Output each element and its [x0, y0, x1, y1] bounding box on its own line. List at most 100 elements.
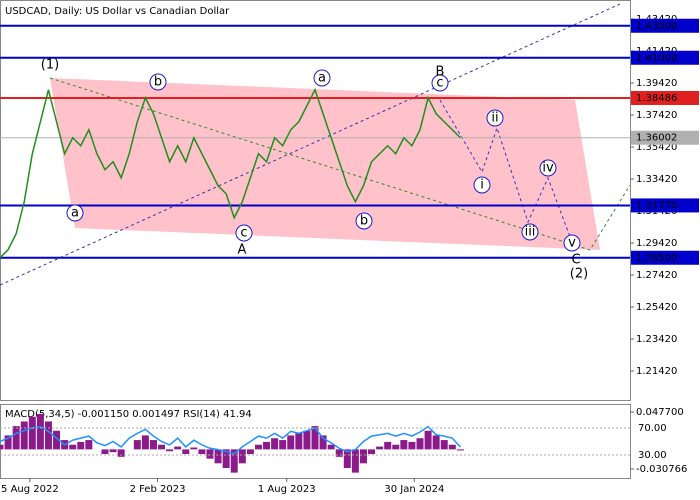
wave-label: A [238, 243, 247, 258]
macd-bar [36, 414, 44, 450]
wave-label: b [154, 75, 162, 90]
wave-circle [486, 109, 504, 127]
wave-label: ii [491, 111, 498, 126]
macd-bar [109, 449, 117, 453]
macd-bar [174, 446, 182, 450]
macd-bar [311, 426, 319, 450]
macd-bar [424, 430, 432, 450]
level-box [631, 130, 699, 145]
macd-bar [238, 449, 246, 464]
macd-bar [416, 438, 424, 450]
main-panel [0, 0, 631, 401]
wave-label: (1) [41, 58, 59, 73]
level-label: 1.36002 [636, 133, 677, 144]
macd-bar [0, 444, 4, 450]
y-tick-label: 1.27420 [636, 270, 677, 281]
wave-circle [473, 176, 491, 194]
wave-label: b [360, 214, 368, 229]
wave-label: c [240, 226, 247, 241]
level-box [631, 198, 699, 213]
macd-bar [12, 426, 20, 450]
wave-circle [235, 224, 253, 242]
x-tick-label: 5 Aug 2022 [1, 484, 59, 495]
wave-label: i [480, 178, 484, 193]
wave-label: c [436, 76, 443, 91]
chart-title: USDCAD, Daily: US Dollar vs Canadian Dol… [5, 6, 230, 17]
macd-bar [279, 440, 287, 450]
macd-bar [20, 421, 28, 450]
x-tick-label: 1 Aug 2023 [258, 484, 316, 495]
rsi-tick-label: 30.00 [638, 450, 667, 461]
wave-label: (2) [570, 267, 588, 282]
level-box [631, 50, 699, 65]
macd-bar [77, 441, 85, 450]
x-tick-label: 30 Jan 2024 [384, 484, 444, 495]
macd-bar [408, 441, 416, 450]
wave-label: a [318, 71, 326, 86]
macd-bar [335, 449, 343, 457]
macd-bar [101, 449, 109, 455]
macd-bar [295, 432, 303, 450]
level-label: 1.31770 [636, 200, 677, 211]
channel [50, 78, 600, 250]
macd-bar [287, 435, 295, 450]
macd-bar [198, 449, 206, 455]
wave-circle [66, 204, 84, 222]
macd-bar [166, 449, 174, 452]
y-tick-label: 1.29420 [636, 238, 677, 249]
macd-bar [182, 449, 190, 455]
macd-bar [303, 430, 311, 450]
rsi-line [0, 425, 461, 455]
macd-bar [368, 449, 376, 455]
wave-label: iii [525, 225, 536, 240]
projection [439, 99, 573, 243]
macd-bar [254, 444, 262, 450]
wave-circle [431, 74, 449, 92]
macd-bar [141, 435, 149, 450]
wave-circle [563, 234, 581, 252]
macd-bar [117, 449, 125, 457]
macd-bar [214, 449, 222, 464]
macd-bar [319, 435, 327, 450]
macd-bar [359, 449, 367, 464]
wave-circle [539, 159, 557, 177]
level-label: 1.38486 [636, 93, 677, 104]
wave-circle [149, 73, 167, 91]
macd-bar [246, 449, 254, 455]
macd-bar [327, 444, 335, 450]
macd-bar [133, 440, 141, 450]
level-label: 1.28500 [636, 253, 677, 264]
macd-tick-label: -0.030766 [636, 464, 687, 475]
wave-label: C [571, 253, 580, 268]
macd-bar [448, 444, 456, 450]
macd-bar [190, 447, 198, 450]
wave-label: B [436, 65, 445, 80]
macd-bar [263, 441, 271, 450]
macd-bar [440, 440, 448, 450]
level-box [631, 250, 699, 265]
y-tick-label: 1.39420 [636, 78, 677, 89]
macd-bar [384, 441, 392, 450]
x-tick-label: 2 Feb 2023 [130, 484, 186, 495]
macd-bar [456, 449, 464, 451]
macd-bar [206, 449, 214, 459]
wave-label: a [71, 206, 79, 221]
macd-bar [53, 430, 61, 450]
level-label: 1.43000 [636, 21, 677, 32]
level-box [631, 90, 699, 105]
macd-bar [400, 440, 408, 450]
macd-bar [230, 449, 238, 473]
macd-bar [44, 421, 52, 450]
macd-bar [392, 444, 400, 450]
wave-label: iv [542, 161, 554, 176]
indicator-title: MACD(5,34,5) -0.001150 0.001497 RSI(14) … [5, 409, 252, 420]
price-line [0, 87, 461, 259]
macd-bar [271, 438, 279, 450]
rsi-tick-label: 70.00 [638, 423, 667, 434]
macd-bar [149, 440, 157, 450]
macd-bar [376, 446, 384, 450]
macd-bar [222, 449, 230, 468]
wave-circle [521, 223, 539, 241]
